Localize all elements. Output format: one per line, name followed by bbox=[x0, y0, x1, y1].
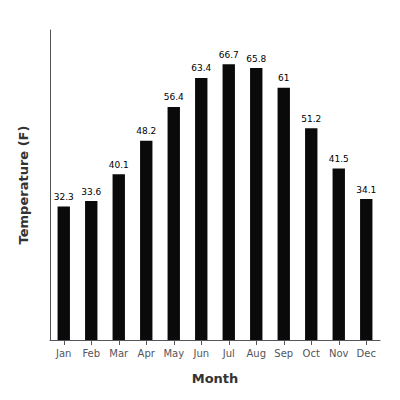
svg-text:65.8: 65.8 bbox=[246, 54, 266, 64]
svg-text:66.7: 66.7 bbox=[219, 50, 239, 60]
svg-text:41.5: 41.5 bbox=[329, 154, 349, 164]
svg-text:Apr: Apr bbox=[138, 348, 156, 359]
svg-text:Mar: Mar bbox=[109, 348, 129, 359]
svg-text:61: 61 bbox=[278, 73, 289, 83]
svg-text:Jun: Jun bbox=[192, 348, 209, 359]
svg-text:Jan: Jan bbox=[55, 348, 71, 359]
svg-text:32.3: 32.3 bbox=[54, 192, 74, 202]
svg-text:Temperature (F): Temperature (F) bbox=[16, 126, 31, 245]
svg-text:Feb: Feb bbox=[82, 348, 100, 359]
svg-text:33.6: 33.6 bbox=[81, 187, 101, 197]
svg-text:Dec: Dec bbox=[357, 348, 376, 359]
svg-text:63.4: 63.4 bbox=[191, 63, 211, 73]
svg-text:34.1: 34.1 bbox=[356, 185, 376, 195]
svg-text:Jul: Jul bbox=[222, 348, 235, 359]
svg-text:40.1: 40.1 bbox=[109, 160, 129, 170]
svg-text:May: May bbox=[163, 348, 184, 359]
svg-text:Sep: Sep bbox=[274, 348, 293, 359]
svg-text:51.2: 51.2 bbox=[301, 114, 321, 124]
svg-text:Nov: Nov bbox=[329, 348, 349, 359]
svg-text:Oct: Oct bbox=[303, 348, 320, 359]
svg-text:Aug: Aug bbox=[246, 348, 266, 359]
svg-text:Month: Month bbox=[192, 371, 239, 386]
svg-text:48.2: 48.2 bbox=[136, 126, 156, 136]
svg-text:56.4: 56.4 bbox=[164, 92, 184, 102]
